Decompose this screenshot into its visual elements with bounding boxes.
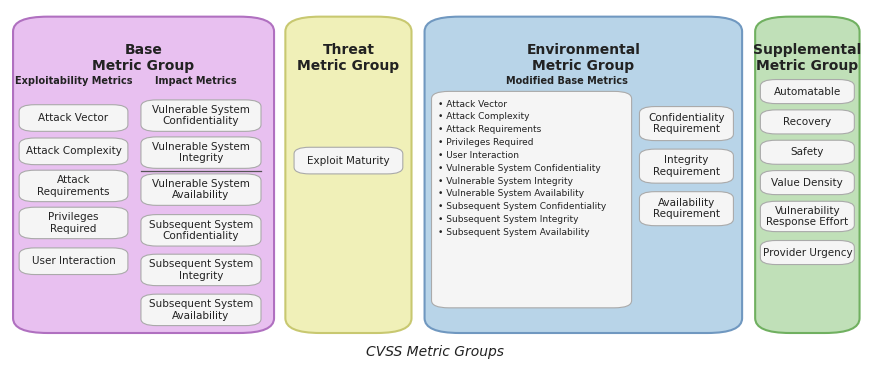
Text: User Interaction: User Interaction [31, 256, 116, 266]
FancyBboxPatch shape [285, 17, 411, 333]
Text: Environmental
Metric Group: Environmental Metric Group [526, 43, 640, 73]
FancyBboxPatch shape [760, 240, 853, 265]
Text: Exploitability Metrics: Exploitability Metrics [15, 76, 133, 87]
Text: Vulnerable System
Confidentiality: Vulnerable System Confidentiality [152, 105, 249, 127]
FancyBboxPatch shape [19, 207, 128, 239]
FancyBboxPatch shape [431, 91, 631, 308]
FancyBboxPatch shape [760, 171, 853, 195]
Text: Integrity
Requirement: Integrity Requirement [652, 155, 720, 177]
FancyBboxPatch shape [19, 105, 128, 131]
Text: Exploit Maturity: Exploit Maturity [307, 155, 389, 166]
Text: Base
Metric Group: Base Metric Group [92, 43, 195, 73]
FancyBboxPatch shape [760, 140, 853, 164]
Text: Threat
Metric Group: Threat Metric Group [297, 43, 399, 73]
FancyBboxPatch shape [754, 17, 859, 333]
Text: Value Density: Value Density [771, 178, 842, 188]
Text: Supplemental
Metric Group: Supplemental Metric Group [753, 43, 860, 73]
Text: Modified Base Metrics: Modified Base Metrics [506, 76, 627, 87]
Text: Automatable: Automatable [773, 87, 840, 97]
FancyBboxPatch shape [141, 174, 261, 205]
FancyBboxPatch shape [424, 17, 741, 333]
Text: Vulnerability
Response Effort: Vulnerability Response Effort [766, 206, 847, 227]
FancyBboxPatch shape [639, 149, 733, 183]
Text: Subsequent System
Availability: Subsequent System Availability [149, 299, 253, 321]
FancyBboxPatch shape [141, 137, 261, 168]
Text: Subsequent System
Confidentiality: Subsequent System Confidentiality [149, 219, 253, 241]
FancyBboxPatch shape [19, 170, 128, 202]
Text: Subsequent System
Integrity: Subsequent System Integrity [149, 259, 253, 281]
FancyBboxPatch shape [141, 294, 261, 326]
FancyBboxPatch shape [760, 80, 853, 104]
FancyBboxPatch shape [13, 17, 274, 333]
Text: Impact Metrics: Impact Metrics [155, 76, 236, 87]
FancyBboxPatch shape [141, 100, 261, 131]
FancyBboxPatch shape [19, 248, 128, 275]
FancyBboxPatch shape [760, 110, 853, 134]
FancyBboxPatch shape [294, 147, 402, 174]
FancyBboxPatch shape [639, 192, 733, 226]
FancyBboxPatch shape [760, 201, 853, 232]
FancyBboxPatch shape [141, 254, 261, 286]
Text: • Attack Vector
• Attack Complexity
• Attack Requirements
• Privileges Required
: • Attack Vector • Attack Complexity • At… [438, 100, 606, 237]
Text: Confidentiality
Requirement: Confidentiality Requirement [647, 113, 724, 134]
Text: Privileges
Required: Privileges Required [48, 212, 99, 234]
Text: Attack
Requirements: Attack Requirements [37, 175, 109, 197]
Text: Recovery: Recovery [782, 117, 831, 127]
Text: Availability
Requirement: Availability Requirement [652, 198, 720, 219]
Text: Vulnerable System
Availability: Vulnerable System Availability [152, 179, 249, 201]
Text: CVSS Metric Groups: CVSS Metric Groups [366, 345, 503, 359]
Text: Provider Urgency: Provider Urgency [761, 248, 852, 258]
Text: Attack Complexity: Attack Complexity [25, 146, 122, 157]
FancyBboxPatch shape [19, 138, 128, 165]
FancyBboxPatch shape [141, 215, 261, 246]
Text: Vulnerable System
Integrity: Vulnerable System Integrity [152, 142, 249, 164]
FancyBboxPatch shape [639, 107, 733, 141]
Text: Attack Vector: Attack Vector [38, 113, 109, 123]
Text: Safety: Safety [790, 147, 823, 157]
